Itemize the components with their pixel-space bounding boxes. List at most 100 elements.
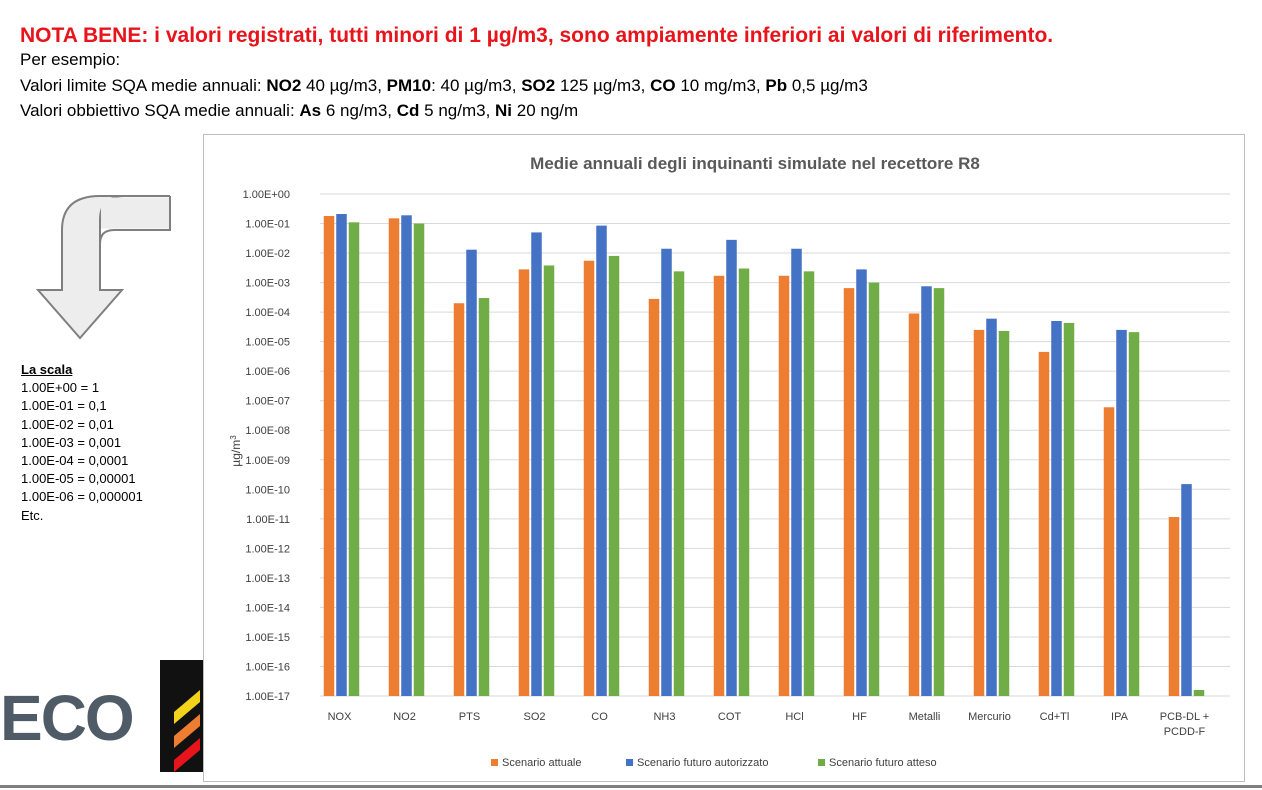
x-category-label-line: PTS — [459, 711, 480, 723]
bar — [453, 303, 465, 696]
down-arrow-icon — [35, 195, 171, 340]
x-category-label: NO2 — [393, 711, 416, 723]
y-tick-label: 1.00E-10 — [245, 484, 290, 496]
bar — [401, 215, 412, 696]
bar — [531, 232, 542, 696]
y-tick-label: 1.00E-12 — [245, 543, 290, 555]
bar — [803, 271, 815, 696]
x-category-label-line: Metalli — [909, 711, 941, 723]
limit-prefix: Valori limite SQA medie annuali: — [20, 76, 267, 95]
x-category-label: CO — [591, 711, 608, 723]
x-category-label: PCB-DL + PCDD-F — [1160, 711, 1209, 738]
x-category-label-line: COT — [718, 711, 742, 723]
legend-swatch — [818, 759, 825, 766]
scale-line: 1.00E-01 = 0,1 — [21, 398, 107, 414]
bar — [998, 330, 1010, 696]
limit-pollutant-value: 0,5 µg/m3 — [787, 76, 868, 95]
x-category-label: NH3 — [653, 711, 675, 723]
y-tick-label: 1.00E-02 — [245, 248, 290, 260]
eco-logo-mark — [160, 660, 204, 772]
bar — [466, 249, 477, 696]
bar — [661, 248, 672, 696]
bar — [973, 329, 985, 696]
legend-swatch — [626, 759, 633, 766]
limit-pollutant-name: PM10 — [386, 76, 432, 95]
y-tick-label: 1.00E-03 — [245, 278, 290, 290]
y-tick-label: 1.00E-07 — [245, 396, 290, 408]
x-category-label: HCl — [785, 711, 803, 723]
target-pollutant-value: 5 ng/m3, — [419, 101, 496, 120]
bar — [1193, 689, 1205, 696]
bar — [323, 215, 335, 696]
x-category-label: SO2 — [523, 711, 545, 723]
bar — [336, 214, 347, 696]
target-pollutant-value: 6 ng/m3, — [321, 101, 397, 120]
limit-pollutant-value: 40 µg/m3, — [301, 76, 387, 95]
x-category-label-line: SO2 — [523, 711, 545, 723]
bar — [738, 268, 750, 696]
bar — [543, 265, 555, 696]
x-category-label-line: HCl — [785, 711, 803, 723]
x-category-label-line: IPA — [1111, 711, 1129, 723]
x-category-label: Metalli — [909, 711, 941, 723]
bar — [778, 275, 790, 696]
x-category-label-line: PCB-DL + — [1160, 711, 1209, 723]
bar — [1103, 407, 1115, 696]
bar — [648, 298, 660, 696]
target-pollutant-name: As — [299, 101, 322, 120]
limit-pollutant-value: 125 µg/m3, — [555, 76, 651, 95]
bar — [856, 269, 867, 696]
bar — [1051, 321, 1062, 696]
legend-swatch — [491, 759, 498, 766]
bar — [388, 218, 400, 697]
y-tick-label: 1.00E-01 — [245, 219, 290, 231]
x-category-label-line: NO2 — [393, 711, 416, 723]
bar — [1038, 351, 1050, 696]
bar — [726, 239, 737, 697]
bar — [986, 318, 997, 696]
bar — [933, 288, 945, 696]
target-prefix: Valori obbiettivo SQA medie annuali: — [20, 101, 300, 120]
y-tick-label: 1.00E+00 — [243, 189, 290, 201]
legend-label: Scenario attuale — [502, 757, 582, 769]
x-category-label: COT — [718, 711, 742, 723]
chart-frame: Medie annuali degli inquinanti simulate … — [203, 134, 1245, 782]
y-tick-label: 1.00E-13 — [245, 573, 290, 585]
x-category-label-line: Mercurio — [968, 711, 1011, 723]
y-tick-label: 1.00E-08 — [245, 425, 290, 437]
x-category-label: Cd+Tl — [1040, 711, 1070, 723]
bar — [413, 223, 425, 696]
nota-bene-heading: NOTA BENE: i valori registrati, tutti mi… — [20, 24, 1054, 47]
x-category-label: IPA — [1111, 711, 1129, 723]
y-tick-label: 1.00E-16 — [245, 661, 290, 673]
legend-label: Scenario futuro atteso — [829, 757, 937, 769]
x-category-label: NOX — [328, 711, 353, 723]
target-pollutant-name: Ni — [495, 101, 513, 120]
y-tick-label: 1.00E-14 — [245, 602, 290, 614]
chart-title: Medie annuali degli inquinanti simulate … — [530, 154, 980, 173]
x-category-label-line: NOX — [328, 711, 353, 723]
bar — [868, 282, 880, 696]
y-tick-label: 1.00E-06 — [245, 366, 290, 378]
bar — [518, 269, 530, 696]
bar-chart: Medie annuali degli inquinanti simulate … — [229, 154, 1230, 769]
limit-pollutant-name: SO2 — [521, 76, 556, 95]
y-tick-label: 1.00E-11 — [246, 514, 290, 526]
bar — [1063, 322, 1075, 696]
limit-pollutant-name: NO2 — [266, 76, 302, 95]
scale-line: 1.00E-05 = 0,00001 — [21, 471, 136, 487]
y-tick-label: 1.00E-09 — [245, 455, 290, 467]
x-category-label-line: NH3 — [653, 711, 675, 723]
scale-line: 1.00E-03 = 0,001 — [21, 434, 122, 450]
x-category-label: Mercurio — [968, 711, 1011, 723]
bar — [1168, 517, 1180, 696]
bar — [596, 225, 607, 696]
y-tick-label: 1.00E-04 — [245, 307, 290, 319]
x-category-label-line: HF — [852, 711, 867, 723]
scale-line: 1.00E-02 = 0,01 — [21, 416, 114, 432]
bar — [908, 313, 920, 696]
bar — [673, 271, 685, 696]
limit-pollutant-value: 10 mg/m3, — [675, 76, 766, 95]
limit-pollutant-value: : 40 µg/m3, — [431, 76, 522, 95]
x-category-label-line: Cd+Tl — [1040, 711, 1070, 723]
